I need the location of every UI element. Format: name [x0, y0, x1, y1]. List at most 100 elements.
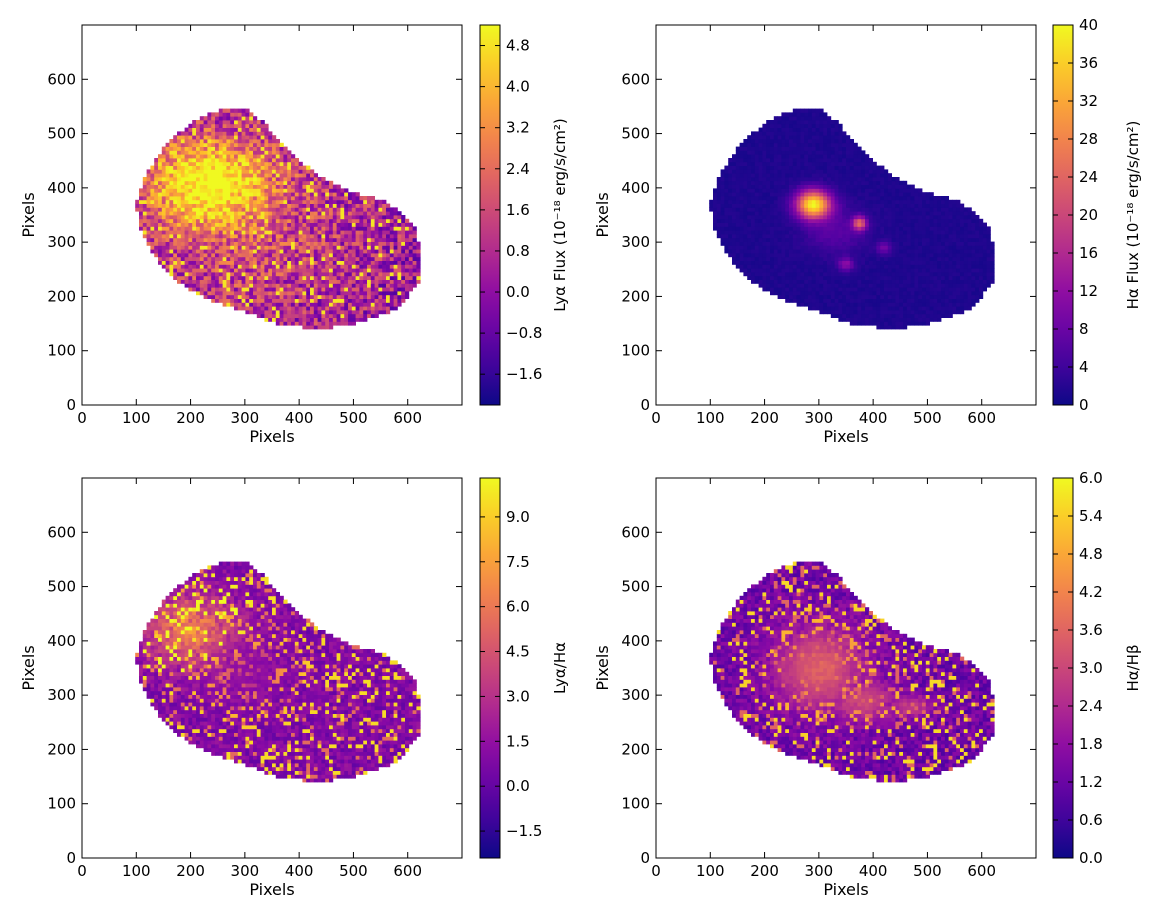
- heatmap-cell: [971, 230, 975, 234]
- heatmap-cell: [755, 272, 759, 276]
- heatmap-cell: [747, 253, 751, 257]
- heatmap-cell: [914, 264, 918, 268]
- heatmap-cell: [356, 234, 360, 238]
- heatmap-cell: [949, 242, 953, 246]
- heatmap-cell: [873, 204, 877, 208]
- heatmap-cell: [873, 302, 877, 306]
- heatmap-cell: [926, 268, 930, 272]
- heatmap-cell: [325, 257, 329, 261]
- heatmap-cell: [956, 272, 960, 276]
- heatmap-cell: [181, 135, 185, 139]
- heatmap-cell: [382, 276, 386, 280]
- heatmap-cell: [724, 238, 728, 242]
- heatmap-cell: [390, 287, 394, 291]
- heatmap-cell: [888, 200, 892, 204]
- heatmap-cell: [192, 264, 196, 268]
- heatmap-cell: [789, 295, 793, 299]
- heatmap-cell: [295, 173, 299, 177]
- heatmap-cell: [838, 204, 842, 208]
- heatmap-cell: [846, 291, 850, 295]
- heatmap-cell: [960, 234, 964, 238]
- heatmap-cell: [223, 192, 227, 196]
- heatmap-cell: [382, 249, 386, 253]
- heatmap-cell: [299, 291, 303, 295]
- heatmap-cell: [352, 302, 356, 306]
- heatmap-cell: [242, 276, 246, 280]
- heatmap-cell: [356, 302, 360, 306]
- heatmap-cell: [169, 196, 173, 200]
- heatmap-cell: [397, 280, 401, 284]
- heatmap-cell: [230, 291, 234, 295]
- heatmap-cell: [983, 280, 987, 284]
- heatmap-cell: [147, 204, 151, 208]
- heatmap-cell: [770, 242, 774, 246]
- heatmap-cell: [310, 299, 314, 303]
- heatmap-cell: [162, 223, 166, 227]
- heatmap-cell: [211, 272, 215, 276]
- heatmap-cell: [257, 302, 261, 306]
- heatmap-cell: [766, 200, 770, 204]
- heatmap-cell: [306, 223, 310, 227]
- heatmap-cell: [242, 120, 246, 124]
- heatmap-cell: [352, 211, 356, 215]
- heatmap-cell: [816, 211, 820, 215]
- heatmap-cell: [207, 219, 211, 223]
- heatmap-cell: [949, 306, 953, 310]
- heatmap-cell: [276, 173, 280, 177]
- heatmap-cell: [181, 154, 185, 158]
- heatmap-cell: [823, 223, 827, 227]
- heatmap-cell: [823, 261, 827, 265]
- heatmap-cell: [842, 230, 846, 234]
- heatmap-cell: [956, 295, 960, 299]
- heatmap-cell: [192, 261, 196, 265]
- heatmap-cell: [249, 264, 253, 268]
- heatmap-cell: [846, 230, 850, 234]
- heatmap-cell: [911, 204, 915, 208]
- heatmap-cell: [150, 200, 154, 204]
- heatmap-cell: [717, 207, 721, 211]
- heatmap-cell: [903, 219, 907, 223]
- heatmap-cell: [226, 139, 230, 143]
- heatmap-cell: [907, 306, 911, 310]
- heatmap-cell: [382, 280, 386, 284]
- heatmap-cell: [956, 226, 960, 230]
- heatmap-cell: [800, 242, 804, 246]
- heatmap-cell: [272, 253, 276, 257]
- heatmap-cell: [230, 242, 234, 246]
- heatmap-cell: [344, 242, 348, 246]
- heatmap-cell: [766, 287, 770, 291]
- heatmap-cell: [895, 287, 899, 291]
- heatmap-cell: [800, 264, 804, 268]
- heatmap-cell: [150, 215, 154, 219]
- heatmap-cell: [276, 177, 280, 181]
- heatmap-cell: [302, 249, 306, 253]
- heatmap-cell: [177, 215, 181, 219]
- heatmap-cell: [181, 238, 185, 242]
- heatmap-cell: [409, 223, 413, 227]
- heatmap-cell: [226, 242, 230, 246]
- heatmap-cell: [325, 325, 329, 329]
- heatmap-cell: [280, 287, 284, 291]
- heatmap-cell: [865, 223, 869, 227]
- heatmap-cell: [272, 192, 276, 196]
- heatmap-cell: [177, 135, 181, 139]
- heatmap-cell: [933, 249, 937, 253]
- heatmap-cell: [200, 234, 204, 238]
- heatmap-cell: [378, 272, 382, 276]
- heatmap-cell: [318, 204, 322, 208]
- heatmap-cell: [249, 192, 253, 196]
- colorbar-tick-label: 4.8: [506, 37, 530, 55]
- heatmap-cell: [299, 299, 303, 303]
- heatmap-cell: [371, 226, 375, 230]
- heatmap-cell: [405, 223, 409, 227]
- heatmap-cell: [310, 226, 314, 230]
- heatmap-cell: [964, 280, 968, 284]
- heatmap-cell: [922, 238, 926, 242]
- heatmap-cell: [911, 200, 915, 204]
- heatmap-cell: [223, 287, 227, 291]
- heatmap-cell: [926, 306, 930, 310]
- heatmap-cell: [169, 166, 173, 170]
- heatmap-cell: [846, 306, 850, 310]
- heatmap-cell: [306, 268, 310, 272]
- heatmap-cell: [394, 306, 398, 310]
